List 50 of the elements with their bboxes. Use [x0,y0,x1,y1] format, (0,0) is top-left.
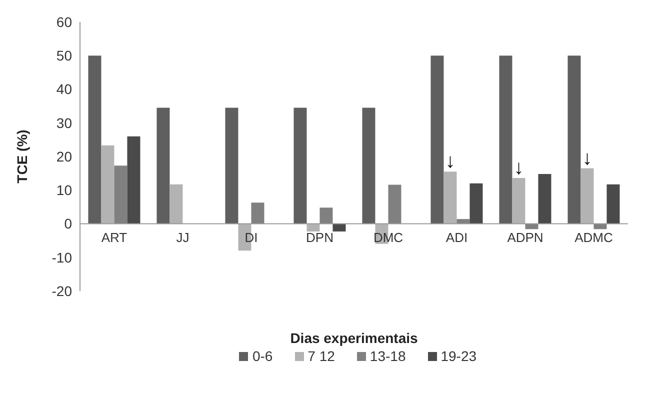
bar [470,183,483,224]
bar [320,208,333,224]
bar [251,202,264,224]
x-tick-label: JJ [176,230,190,245]
bar [580,168,594,224]
bar [512,178,526,224]
bar [88,56,102,224]
bar [170,184,183,224]
y-tick-label: 60 [56,14,72,30]
bar [606,184,620,224]
bar [388,184,402,224]
y-tick-label: 10 [56,182,72,198]
legend-label: 0-6 [251,348,273,364]
bar [538,174,552,224]
bar [568,56,581,224]
legend-label: 13-18 [368,348,406,364]
annotation: ↓ [582,147,592,170]
y-tick-label: 0 [64,216,72,232]
y-tick-label: 20 [56,148,72,164]
annotation: ↓ [514,157,524,180]
bar [499,56,512,224]
x-tick-label: DMC [373,230,404,245]
x-tick-label: DPN [306,230,334,245]
annotation: ↓ [445,150,456,173]
x-tick-label: ADI [446,230,468,245]
x-tick-label: ADMC [574,230,613,245]
bar [101,145,114,224]
bar [225,108,238,224]
x-tick-label: ART [101,230,128,245]
y-axis-title: TCE (%) [14,130,30,184]
legend-label: 19-23 [440,348,477,364]
bar [332,224,346,232]
bar [362,108,376,224]
x-tick-label: ADPN [507,230,544,245]
bar [294,108,307,224]
legend-label: 7 12 [306,348,335,364]
y-tick-label: 40 [56,81,72,98]
y-tick-label: 50 [56,48,72,64]
bar [306,224,320,232]
bar [156,108,170,224]
bar [456,219,470,224]
bar [444,172,457,224]
x-axis-title: Dias experimentais [290,330,418,346]
y-tick-label: -10 [52,249,72,266]
y-tick-label: 30 [56,114,72,131]
y-tick-label: -20 [52,282,72,299]
bar [114,166,128,224]
x-tick-label: DI [244,230,258,245]
bar [127,136,140,224]
bar [430,56,444,224]
